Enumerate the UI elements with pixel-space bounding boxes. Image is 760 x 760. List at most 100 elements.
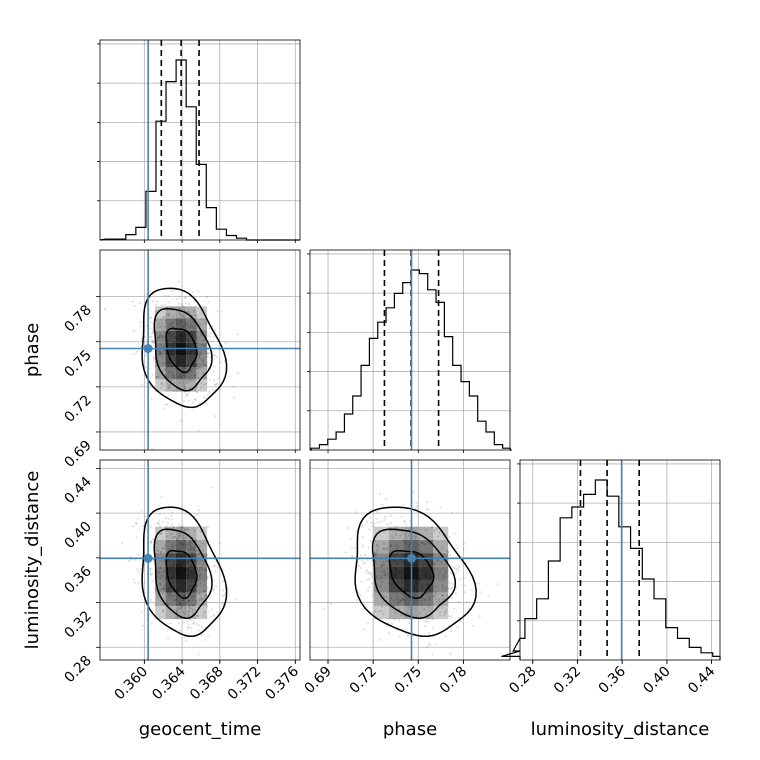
sample-point-panel-luminosity_distance-vs-geocent_time: [198, 583, 202, 586]
sample-point-panel-luminosity_distance-vs-geocent_time: [192, 547, 195, 550]
sample-point-panel-luminosity_distance-vs-geocent_time: [165, 578, 168, 581]
sample-point-panel-phase-vs-geocent_time: [179, 357, 183, 360]
ytick-label-luminosity_distance-0: 0.28: [61, 653, 94, 686]
sample-point-panel-phase-vs-geocent_time: [190, 353, 193, 356]
sample-point-panel-luminosity_distance-vs-phase: [396, 601, 399, 604]
sample-point-panel-phase-vs-geocent_time: [207, 300, 210, 303]
sample-point-panel-luminosity_distance-vs-phase: [401, 555, 404, 558]
sample-point-panel-luminosity_distance-vs-phase: [438, 601, 441, 604]
sample-point-panel-luminosity_distance-vs-phase: [426, 577, 429, 580]
sample-point-panel-luminosity_distance-vs-geocent_time: [203, 612, 206, 615]
sample-point-panel-luminosity_distance-vs-geocent_time: [167, 587, 170, 590]
sample-point-panel-phase-vs-geocent_time: [185, 337, 188, 341]
sample-point-panel-luminosity_distance-vs-geocent_time: [169, 575, 172, 579]
sample-point-panel-phase-vs-geocent_time: [165, 366, 168, 369]
sample-point-panel-luminosity_distance-vs-phase: [428, 573, 432, 576]
sample-point-panel-luminosity_distance-vs-phase: [397, 619, 401, 622]
sample-point-panel-luminosity_distance-vs-phase: [428, 609, 431, 612]
sample-point-panel-phase-vs-geocent_time: [178, 331, 182, 334]
sample-point-panel-phase-vs-geocent_time: [194, 398, 197, 401]
sample-point-panel-luminosity_distance-vs-geocent_time: [164, 516, 167, 520]
sample-point-panel-luminosity_distance-vs-phase: [414, 593, 417, 596]
sample-point-panel-luminosity_distance-vs-phase: [369, 516, 372, 519]
sample-point-panel-phase-vs-geocent_time: [103, 308, 107, 311]
sample-point-panel-luminosity_distance-vs-geocent_time: [187, 574, 190, 577]
sample-point-panel-luminosity_distance-vs-geocent_time: [211, 486, 214, 489]
sample-point-panel-luminosity_distance-vs-geocent_time: [167, 569, 171, 573]
sample-point-panel-luminosity_distance-vs-phase: [450, 615, 453, 618]
sample-point-panel-phase-vs-geocent_time: [158, 353, 161, 356]
sample-point-panel-luminosity_distance-vs-geocent_time: [181, 543, 184, 546]
sample-point-panel-luminosity_distance-vs-geocent_time: [162, 559, 165, 562]
sample-point-panel-luminosity_distance-vs-phase: [423, 625, 427, 628]
sample-point-panel-luminosity_distance-vs-phase: [374, 554, 377, 557]
sample-point-panel-phase-vs-geocent_time: [175, 361, 178, 365]
sample-point-panel-luminosity_distance-vs-geocent_time: [186, 560, 189, 564]
sample-point-panel-luminosity_distance-vs-geocent_time: [180, 605, 183, 608]
sample-point-panel-phase-vs-geocent_time: [178, 358, 181, 361]
sample-point-panel-luminosity_distance-vs-phase: [426, 579, 429, 582]
sample-point-panel-luminosity_distance-vs-geocent_time: [189, 547, 192, 550]
sample-point-panel-phase-vs-geocent_time: [200, 318, 203, 321]
sample-point-panel-phase-vs-geocent_time: [167, 301, 170, 304]
sample-point-panel-luminosity_distance-vs-phase: [415, 578, 418, 581]
density-cell-panel-luminosity_distance-vs-phase-4-4: [433, 553, 449, 567]
sample-point-panel-luminosity_distance-vs-geocent_time: [140, 509, 143, 512]
sample-point-panel-luminosity_distance-vs-phase: [424, 576, 427, 579]
sample-point-panel-phase-vs-geocent_time: [185, 316, 189, 319]
sample-point-panel-luminosity_distance-vs-phase: [427, 605, 430, 608]
sample-point-panel-luminosity_distance-vs-geocent_time: [184, 569, 187, 572]
sample-point-panel-luminosity_distance-vs-geocent_time: [148, 572, 151, 575]
sample-point-panel-phase-vs-geocent_time: [193, 374, 196, 377]
sample-point-panel-luminosity_distance-vs-geocent_time: [191, 549, 195, 552]
sample-point-panel-luminosity_distance-vs-geocent_time: [176, 573, 180, 576]
sample-point-panel-luminosity_distance-vs-geocent_time: [179, 606, 182, 609]
sample-point-panel-luminosity_distance-vs-geocent_time: [197, 629, 200, 632]
sample-point-panel-luminosity_distance-vs-geocent_time: [176, 537, 179, 540]
sample-point-panel-luminosity_distance-vs-phase: [388, 631, 391, 635]
sample-point-panel-luminosity_distance-vs-phase: [424, 572, 428, 575]
sample-point-panel-luminosity_distance-vs-phase: [445, 549, 449, 553]
sample-point-panel-phase-vs-geocent_time: [177, 322, 180, 325]
sample-point-panel-luminosity_distance-vs-geocent_time: [188, 542, 191, 545]
sample-point-panel-luminosity_distance-vs-phase: [429, 596, 432, 599]
sample-point-panel-luminosity_distance-vs-phase: [366, 589, 370, 592]
sample-point-panel-luminosity_distance-vs-phase: [368, 528, 371, 531]
sample-point-panel-luminosity_distance-vs-geocent_time: [186, 527, 189, 530]
sample-point-panel-luminosity_distance-vs-phase: [400, 515, 403, 518]
sample-point-panel-phase-vs-geocent_time: [151, 341, 154, 344]
sample-point-panel-luminosity_distance-vs-geocent_time: [204, 593, 207, 596]
sample-point-panel-phase-vs-geocent_time: [182, 342, 186, 345]
sample-point-panel-luminosity_distance-vs-phase: [394, 525, 397, 528]
sample-point-panel-luminosity_distance-vs-phase: [376, 521, 379, 524]
sample-point-panel-luminosity_distance-vs-phase: [407, 575, 410, 578]
sample-point-panel-luminosity_distance-vs-phase: [378, 492, 382, 495]
sample-point-panel-phase-vs-geocent_time: [163, 349, 166, 352]
sample-point-panel-luminosity_distance-vs-geocent_time: [192, 574, 195, 578]
sample-point-panel-luminosity_distance-vs-phase: [383, 531, 386, 534]
sample-point-panel-phase-vs-geocent_time: [131, 300, 134, 303]
sample-point-panel-luminosity_distance-vs-geocent_time: [167, 592, 170, 595]
sample-point-panel-luminosity_distance-vs-geocent_time: [171, 536, 174, 539]
sample-point-panel-phase-vs-geocent_time: [182, 373, 185, 376]
sample-point-panel-luminosity_distance-vs-geocent_time: [178, 602, 181, 605]
sample-point-panel-phase-vs-geocent_time: [167, 371, 170, 375]
sample-point-panel-phase-vs-geocent_time: [179, 375, 182, 379]
sample-point-panel-luminosity_distance-vs-geocent_time: [159, 552, 163, 555]
scatter-layer: [103, 280, 499, 656]
sample-point-panel-luminosity_distance-vs-geocent_time: [186, 558, 189, 561]
sample-point-panel-luminosity_distance-vs-geocent_time: [190, 546, 193, 550]
sample-point-panel-luminosity_distance-vs-phase: [406, 612, 409, 615]
sample-point-panel-phase-vs-geocent_time: [175, 350, 178, 354]
sample-point-panel-luminosity_distance-vs-geocent_time: [186, 575, 189, 578]
sample-point-panel-luminosity_distance-vs-phase: [427, 574, 430, 577]
density-cell-panel-luminosity_distance-vs-geocent_time-3-5: [186, 539, 197, 554]
ytick-label-luminosity_distance-2: 0.36: [61, 563, 94, 596]
sample-point-panel-luminosity_distance-vs-phase: [416, 594, 419, 598]
sample-point-panel-phase-vs-geocent_time: [202, 342, 205, 346]
sample-point-panel-phase-vs-geocent_time: [206, 352, 209, 355]
sample-point-panel-luminosity_distance-vs-geocent_time: [174, 587, 178, 590]
sample-point-panel-luminosity_distance-vs-geocent_time: [201, 614, 205, 617]
density-cell-panel-luminosity_distance-vs-phase-3-0: [418, 605, 434, 620]
sample-point-panel-phase-vs-geocent_time: [155, 375, 158, 379]
